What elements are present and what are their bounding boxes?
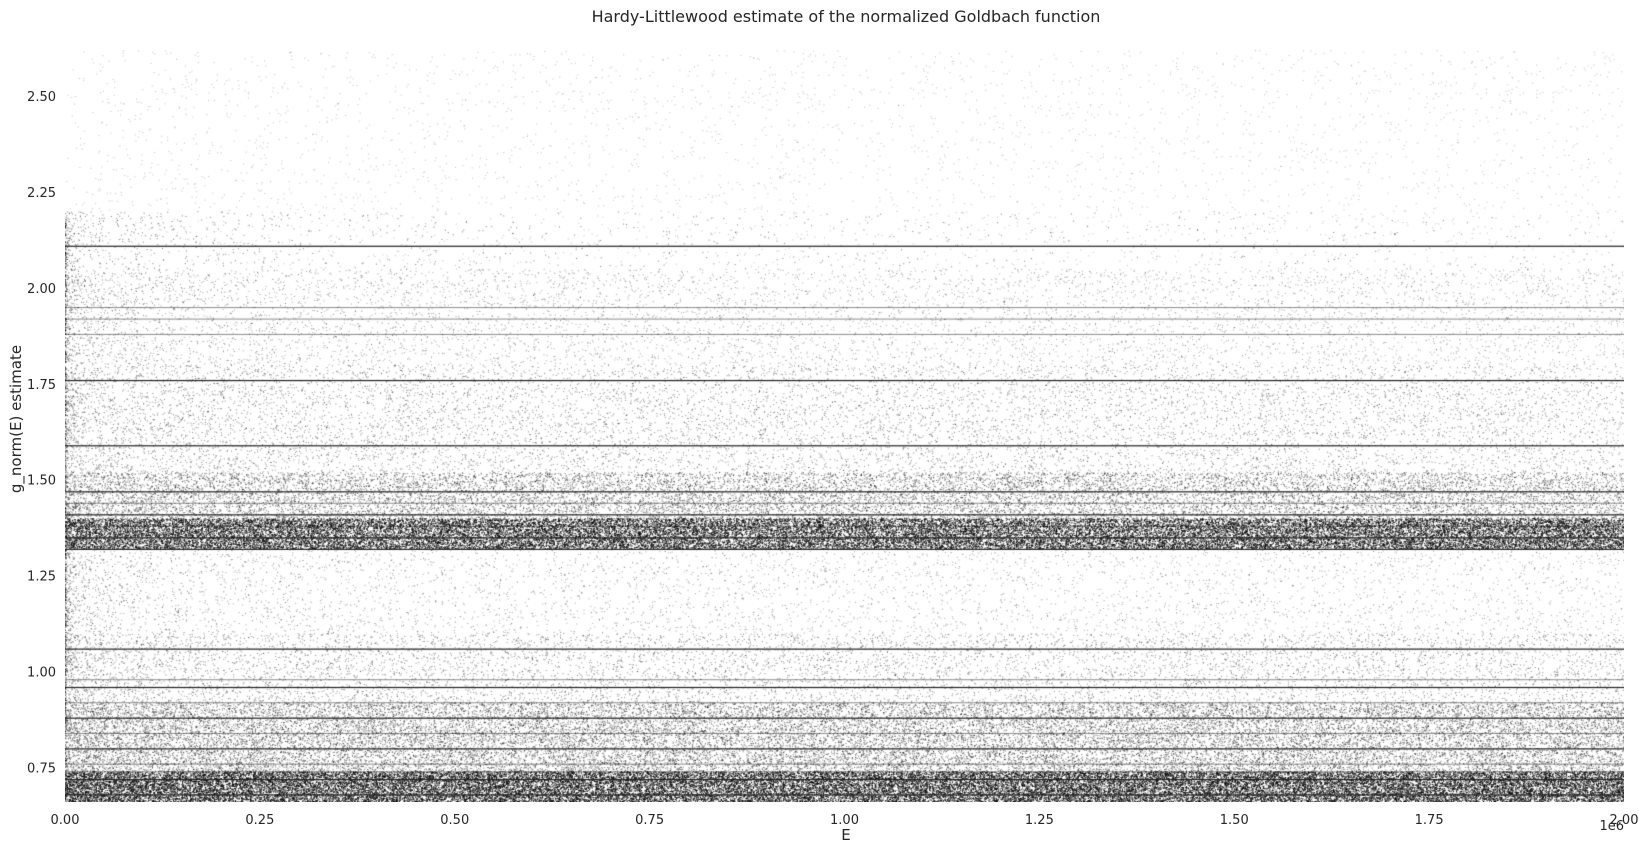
y-tick-label: 1.00: [27, 666, 56, 681]
y-tick-label: 1.50: [27, 474, 56, 489]
plot-area: [65, 50, 1624, 802]
x-tick-label: 0.25: [245, 813, 274, 828]
y-tick-label: 2.00: [27, 282, 56, 297]
x-axis-ticks: 0.00 0.25 0.50 0.75 1.00 1.25 1.50 1.75 2.00: [51, 813, 1639, 828]
y-axis-label: g_norm(E) estimate: [7, 345, 26, 493]
x-tick-label: 0.00: [51, 813, 80, 828]
scatter-point-cloud: [65, 50, 1624, 802]
x-tick-label: 1.25: [1025, 813, 1054, 828]
x-tick-label: 1.50: [1220, 813, 1249, 828]
y-tick-label: 1.25: [27, 570, 56, 585]
x-tick-label: 0.50: [440, 813, 469, 828]
x-tick-label: 1.75: [1415, 813, 1444, 828]
chart-title: Hardy-Littlewood estimate of the normali…: [592, 7, 1101, 26]
x-tick-label: 1.00: [830, 813, 859, 828]
x-tick-label: 2.00: [1610, 813, 1639, 828]
y-axis-ticks: 0.75 1.00 1.25 1.50 1.75 2.00 2.25 2.50: [27, 90, 56, 776]
y-tick-label: 2.25: [27, 186, 56, 201]
y-tick-label: 1.75: [27, 378, 56, 393]
y-tick-label: 2.50: [27, 90, 56, 105]
x-axis-label: E: [841, 826, 850, 844]
y-tick-label: 0.75: [27, 761, 56, 776]
x-axis-offset-text: 1e6: [1599, 819, 1624, 834]
x-tick-label: 0.75: [635, 813, 664, 828]
